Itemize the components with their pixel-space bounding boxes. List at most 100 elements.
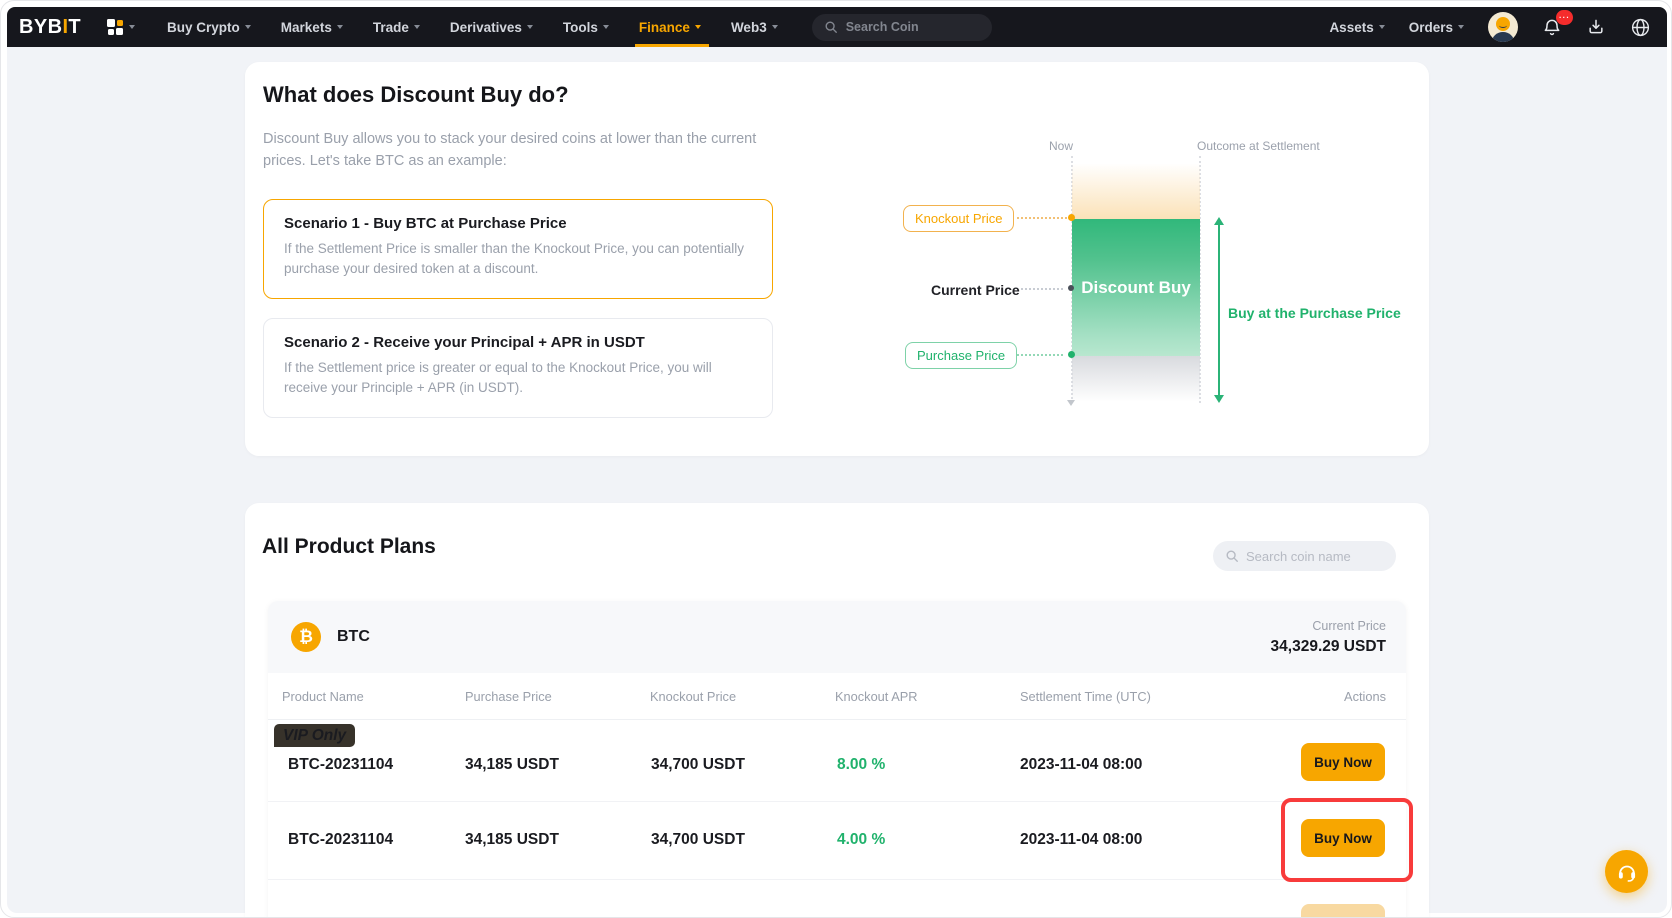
cell-settlement-time: 2023-11-04 08:00 [1020, 831, 1143, 848]
cell-product-name: BTC-20231104 [288, 831, 394, 848]
diagram-settlement-dotted-line [1199, 156, 1201, 403]
cell-purchase-price: 34,185 USDT [465, 831, 559, 848]
current-connector-line [1021, 288, 1063, 290]
column-actions: Actions [1344, 689, 1386, 704]
nav-item-finance[interactable]: Finance [634, 7, 709, 47]
buy-now-button[interactable]: Buy Now [1301, 819, 1385, 857]
chevron-down-icon [526, 25, 533, 29]
table-header-row: Product Name Purchase Price Knockout Pri… [268, 673, 1406, 720]
knockout-point-dot [1068, 214, 1075, 221]
next-row-button-partial [1301, 904, 1385, 917]
nav-item-derivatives[interactable]: Derivatives [450, 7, 533, 47]
cell-knockout-price: 34,700 USDT [651, 831, 745, 848]
language-button[interactable] [1630, 17, 1651, 38]
nav-item-label: Finance [638, 19, 690, 35]
purchase-price-tag: Purchase Price [905, 342, 1018, 369]
nav-item-markets[interactable]: Markets [281, 7, 343, 47]
customer-support-button[interactable] [1605, 850, 1648, 893]
coin-symbol: BTC [337, 628, 370, 645]
download-app-button[interactable] [1586, 17, 1606, 37]
chevron-down-icon [129, 25, 136, 29]
plans-search-placeholder: Search coin name [1246, 548, 1351, 564]
nav-item-label: Markets [280, 19, 332, 35]
user-avatar[interactable] [1488, 12, 1518, 42]
cell-settlement-time: 2023-11-04 08:00 [1020, 756, 1143, 773]
diagram-outcome-label: Outcome at Settlement [1197, 139, 1320, 153]
intro-description: Discount Buy allows you to stack your de… [263, 131, 757, 169]
bell-icon [1544, 19, 1560, 36]
current-point-dot [1068, 285, 1074, 291]
nav-item-trade[interactable]: Trade [373, 7, 420, 47]
scenario-2-box[interactable]: Scenario 2 - Receive your Principal + AP… [263, 318, 773, 418]
nav-item-web3[interactable]: Web3 [731, 7, 778, 47]
download-icon [1589, 19, 1603, 34]
cell-knockout-apr: 4.00 % [837, 831, 886, 848]
page-title: What does Discount Buy do? [263, 82, 569, 107]
chevron-down-icon [771, 25, 778, 29]
diagram-below-purchase-band [1072, 356, 1200, 402]
table-row: VIP Only BTC-20231104 34,185 USDT 34,700… [268, 719, 1406, 802]
column-knockout-price: Knockout Price [650, 689, 737, 704]
current-price-value: 34,329.29 USDT [1270, 637, 1386, 655]
chevron-down-icon [244, 25, 251, 29]
knockout-connector-line [1017, 217, 1067, 219]
chevron-down-icon [602, 25, 609, 29]
buy-range-arrow-label: Buy at the Purchase Price [1228, 305, 1401, 321]
purchase-connector-line [1017, 354, 1063, 356]
plans-search-input[interactable]: Search coin name [1213, 541, 1396, 571]
logo-accent: I [62, 15, 69, 38]
scenario-1-box[interactable]: Scenario 1 - Buy BTC at Purchase Price I… [263, 199, 773, 299]
chevron-down-icon [336, 25, 343, 29]
search-icon [825, 21, 837, 33]
dotted-line-end-arrow-icon [1067, 400, 1075, 406]
scenario-2-title: Scenario 2 - Receive your Principal + AP… [284, 334, 645, 351]
nav-item-label: Buy Crypto [167, 19, 240, 35]
diagram-now-label: Now [1048, 139, 1074, 153]
diagram-band-label: Discount Buy [1081, 277, 1191, 297]
nav-item-orders[interactable]: Orders [1409, 20, 1464, 35]
search-icon [1226, 550, 1238, 562]
logo-text: BYB [19, 15, 63, 38]
chevron-down-icon [1458, 25, 1464, 29]
headset-icon [1618, 865, 1635, 882]
notifications-button[interactable]: ··· [1542, 10, 1573, 37]
top-navbar: BYBIT Buy Crypto Markets Trade Derivativ… [7, 7, 1667, 47]
btc-coin-icon: ₿ [291, 622, 321, 652]
coin-header-band: ₿ BTC Current Price 34,329.29 USDT [268, 601, 1406, 673]
cell-knockout-price: 34,700 USDT [651, 756, 745, 773]
table-row: BTC-20231104 34,185 USDT 34,700 USDT 4.0… [268, 801, 1406, 880]
chevron-down-icon [694, 25, 701, 29]
nav-search-placeholder: Search Coin [845, 20, 919, 34]
nav-item-label: Tools [562, 19, 598, 35]
nav-item-tools[interactable]: Tools [563, 7, 609, 47]
vip-only-badge: VIP Only [274, 724, 356, 747]
nav-item-assets[interactable]: Assets [1329, 20, 1385, 35]
all-product-plans-card: All Product Plans Search coin name ₿ BTC… [245, 503, 1429, 917]
nav-right-group: Assets Orders ··· [1329, 10, 1651, 42]
nav-menu: Buy Crypto Markets Trade Derivatives Too… [167, 7, 778, 47]
nav-item-label: Trade [372, 19, 409, 35]
nav-item-buy-crypto[interactable]: Buy Crypto [167, 7, 251, 47]
nav-item-label: Web3 [730, 19, 767, 35]
diagram-discount-buy-band: Discount Buy [1072, 219, 1200, 356]
logo-text: T [68, 15, 82, 38]
column-purchase-price: Purchase Price [465, 689, 552, 704]
discount-buy-diagram: Now Outcome at Settlement Discount Buy K… [845, 137, 1429, 443]
cell-purchase-price: 34,185 USDT [465, 756, 559, 773]
chevron-down-icon [413, 25, 420, 29]
knockout-price-tag: Knockout Price [903, 205, 1015, 232]
apps-grid-icon [107, 18, 124, 36]
nav-item-label: Orders [1408, 19, 1453, 35]
current-price-label: Current Price [1312, 618, 1386, 633]
scenario-1-body: If the Settlement Price is smaller than … [284, 241, 744, 276]
notification-badge: ··· [1556, 10, 1573, 25]
buy-now-button[interactable]: Buy Now [1301, 743, 1385, 781]
nav-item-label: Derivatives [449, 19, 522, 35]
arrow-down-icon [1214, 395, 1224, 403]
apps-grid-button[interactable] [107, 18, 136, 36]
btc-plans-panel: ₿ BTC Current Price 34,329.29 USDT Produ… [268, 601, 1406, 917]
bybit-logo[interactable]: BYBIT [19, 16, 81, 39]
column-product-name: Product Name [282, 689, 364, 704]
nav-search-input[interactable]: Search Coin [811, 13, 992, 41]
